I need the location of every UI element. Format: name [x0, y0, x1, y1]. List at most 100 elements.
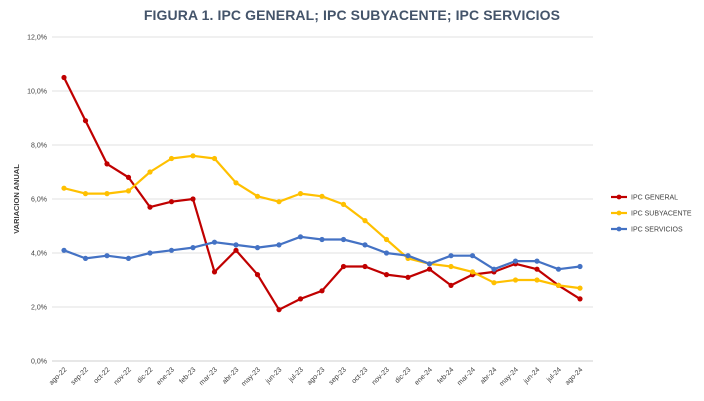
- data-point: [362, 263, 368, 270]
- data-point: [233, 242, 239, 248]
- y-tick-label: 8,0%: [31, 143, 47, 150]
- data-point: [491, 280, 497, 286]
- x-tick-label: oct-22: [93, 366, 112, 385]
- data-point: [190, 196, 196, 202]
- legend-label: IPC GENERAL: [631, 195, 678, 202]
- legend-marker: [616, 226, 622, 232]
- legend-item: IPC SERVICIOS: [611, 227, 683, 234]
- y-axis-ticks: 0,0% 2,0% 4,0% 6,0% 8,0% 10,0% 12,0%: [27, 35, 47, 366]
- data-point: [147, 169, 153, 175]
- chart-title: FIGURA 1. IPC GENERAL; IPC SUBYACENTE; I…: [143, 7, 561, 23]
- data-point: [448, 253, 454, 259]
- data-point: [491, 266, 497, 272]
- data-point: [362, 242, 368, 248]
- data-point: [405, 274, 411, 280]
- data-point: [577, 296, 583, 302]
- data-point: [190, 153, 196, 159]
- data-point: [297, 296, 304, 302]
- y-axis-label: VARIACION ANUAL: [12, 164, 21, 234]
- data-point: [383, 272, 390, 278]
- series-ipc-servicios: [61, 234, 583, 272]
- x-tick-label: nov-22: [113, 366, 133, 386]
- data-point: [211, 239, 218, 245]
- data-point: [383, 236, 390, 243]
- x-axis-ticks: ago-22 sep-22 oct-22 nov-22 dic-22 ene-23 feb-…: [48, 366, 584, 388]
- data-point: [125, 188, 132, 194]
- x-tick-label: ago-23: [306, 366, 326, 386]
- legend-label: IPC SERVICIOS: [631, 227, 683, 234]
- data-point: [104, 191, 110, 197]
- data-point: [340, 236, 347, 243]
- data-point: [448, 263, 454, 270]
- data-point: [469, 269, 476, 275]
- data-point: [125, 174, 132, 180]
- data-point: [168, 155, 175, 162]
- data-point: [405, 253, 411, 259]
- x-tick-label: oct-23: [351, 366, 370, 385]
- legend-marker: [616, 194, 622, 200]
- data-point: [82, 255, 89, 261]
- data-point: [190, 245, 196, 251]
- y-tick-label: 10,0%: [27, 89, 47, 96]
- x-tick-label: ene-23: [156, 366, 176, 386]
- x-tick-label: may-24: [498, 366, 520, 388]
- x-tick-label: jul-24: [545, 366, 563, 384]
- data-point: [512, 277, 519, 283]
- legend: IPC GENERAL IPC SUBYACENTE IPC SERVICIOS: [611, 195, 692, 234]
- data-point: [297, 191, 304, 197]
- data-point: [555, 266, 562, 272]
- data-point: [469, 253, 476, 259]
- data-point: [577, 285, 583, 291]
- data-point: [82, 191, 89, 197]
- gridlines: [52, 36, 593, 362]
- data-point: [297, 234, 304, 240]
- legend-label: IPC SUBYACENTE: [631, 211, 692, 218]
- legend-item: IPC GENERAL: [611, 195, 678, 202]
- y-tick-label: 4,0%: [31, 251, 47, 258]
- x-tick-label: ago-24: [564, 366, 584, 386]
- series-ipc-general: [61, 74, 583, 313]
- data-point: [426, 266, 433, 272]
- y-tick-label: 12,0%: [27, 35, 47, 42]
- data-point: [534, 277, 540, 283]
- data-point: [254, 272, 261, 278]
- data-point: [512, 258, 519, 264]
- data-point: [319, 288, 325, 294]
- data-point: [340, 201, 347, 207]
- series-ipc-subyacente: [61, 153, 583, 291]
- series-group: [61, 74, 583, 313]
- x-tick-label: abr-23: [221, 366, 240, 385]
- y-tick-label: 0,0%: [31, 359, 47, 366]
- x-tick-label: may-23: [240, 366, 262, 388]
- x-tick-label: dic-22: [136, 366, 155, 385]
- data-point: [61, 185, 67, 191]
- x-tick-label: mar-24: [456, 366, 477, 387]
- x-tick-label: ago-22: [48, 366, 68, 386]
- x-tick-label: sep-22: [70, 366, 90, 386]
- data-point: [61, 247, 67, 253]
- x-tick-label: dic-23: [394, 366, 413, 385]
- x-tick-label: feb-23: [178, 366, 197, 385]
- data-point: [82, 118, 89, 124]
- data-point: [534, 266, 540, 272]
- data-point: [61, 74, 67, 81]
- data-point: [254, 193, 261, 199]
- data-point: [276, 307, 282, 313]
- data-point: [383, 250, 390, 256]
- data-point: [104, 161, 110, 167]
- data-point: [147, 250, 153, 256]
- data-point: [340, 263, 347, 270]
- data-point: [448, 282, 454, 288]
- x-tick-label: jun-23: [264, 366, 283, 385]
- data-point: [276, 199, 282, 205]
- data-point: [319, 236, 325, 243]
- data-point: [211, 155, 218, 162]
- data-point: [362, 218, 368, 224]
- data-point: [104, 253, 110, 259]
- data-point: [233, 180, 239, 186]
- data-point: [276, 242, 282, 248]
- data-point: [168, 199, 175, 205]
- x-tick-label: jul-23: [287, 366, 305, 384]
- x-tick-label: mar-23: [198, 366, 219, 387]
